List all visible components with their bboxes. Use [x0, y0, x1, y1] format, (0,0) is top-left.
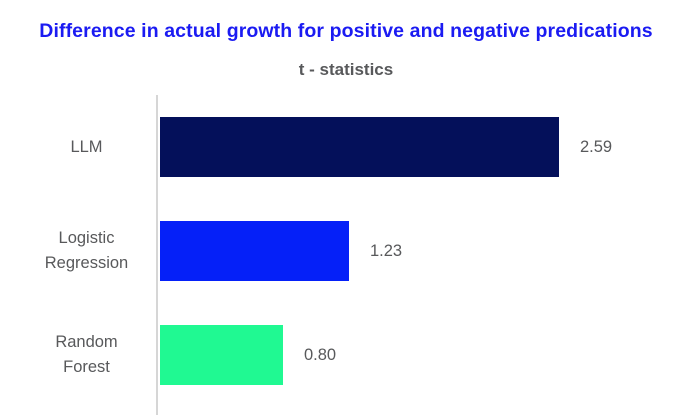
chart-subtitle: t - statistics	[298, 60, 394, 79]
bar-cell: 1.23	[160, 221, 402, 281]
category-label-cell: Logistic Regression	[0, 226, 157, 276]
y-axis-line	[156, 95, 158, 415]
category-label-cell: Random Forest	[0, 330, 157, 380]
category-label: Logistic Regression	[44, 229, 129, 272]
category-label-cell: LLM	[0, 135, 157, 160]
bar-rows: LLM 2.59 Logistic Regression 1.23 Random For…	[0, 95, 692, 407]
bar-llm	[160, 117, 559, 177]
chart-title: Difference in actual growth for positive…	[39, 20, 653, 42]
value-label: 2.59	[580, 137, 613, 156]
bar-random-forest	[160, 325, 283, 385]
bar-row: Random Forest 0.80	[0, 303, 692, 407]
value-label: 0.80	[304, 345, 337, 364]
category-label: Random Forest	[55, 333, 118, 376]
category-label: LLM	[70, 137, 103, 156]
bar-logistic-regression	[160, 221, 349, 281]
bar-cell: 0.80	[160, 325, 336, 385]
value-label: 1.23	[370, 241, 403, 260]
plot-area: LLM 2.59 Logistic Regression 1.23 Random For…	[0, 95, 692, 415]
bar-row: Logistic Regression 1.23	[0, 199, 692, 303]
bar-cell: 2.59	[160, 117, 612, 177]
bar-row: LLM 2.59	[0, 95, 692, 199]
